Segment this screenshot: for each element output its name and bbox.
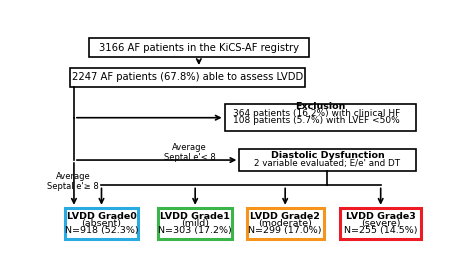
Text: LVDD Grade2: LVDD Grade2 (250, 212, 320, 221)
Text: 2247 AF patients (67.8%) able to assess LVDD: 2247 AF patients (67.8%) able to assess … (72, 73, 303, 82)
Text: 3166 AF patients in the KiCS-AF registry: 3166 AF patients in the KiCS-AF registry (99, 43, 299, 53)
FancyBboxPatch shape (70, 68, 305, 87)
Text: Diastolic Dysfunction: Diastolic Dysfunction (271, 151, 384, 160)
FancyBboxPatch shape (246, 208, 324, 240)
Text: Average
Septal e'< 8: Average Septal e'< 8 (164, 143, 216, 162)
Text: Exclusion: Exclusion (295, 102, 345, 111)
Text: 364 patients (16.2%) with clinical HF: 364 patients (16.2%) with clinical HF (233, 109, 400, 119)
Text: LVDD Grade3: LVDD Grade3 (346, 212, 416, 221)
Text: (mild): (mild) (181, 219, 209, 228)
FancyBboxPatch shape (89, 38, 309, 57)
FancyBboxPatch shape (65, 208, 138, 240)
FancyBboxPatch shape (340, 208, 421, 240)
Text: N=255 (14.5%): N=255 (14.5%) (344, 226, 418, 235)
Text: 108 patients (5.7%) with LVEF <50%: 108 patients (5.7%) with LVEF <50% (233, 116, 400, 125)
FancyBboxPatch shape (239, 150, 416, 170)
Text: Average
Septal e'≥ 8: Average Septal e'≥ 8 (47, 172, 99, 191)
Text: LVDD Grade1: LVDD Grade1 (160, 212, 230, 221)
Text: N=918 (52.3%): N=918 (52.3%) (64, 226, 138, 235)
FancyBboxPatch shape (225, 104, 416, 131)
Text: 2 variable evaluated; E/e' and DT: 2 variable evaluated; E/e' and DT (255, 159, 401, 168)
Text: N=303 (17.2%): N=303 (17.2%) (158, 226, 232, 235)
Text: (moderate): (moderate) (258, 219, 312, 228)
Text: (severe): (severe) (361, 219, 401, 228)
FancyBboxPatch shape (158, 208, 232, 240)
Text: LVDD Grade0: LVDD Grade0 (67, 212, 137, 221)
Text: N=299 (17.0%): N=299 (17.0%) (248, 226, 322, 235)
Text: (absent): (absent) (82, 219, 121, 228)
